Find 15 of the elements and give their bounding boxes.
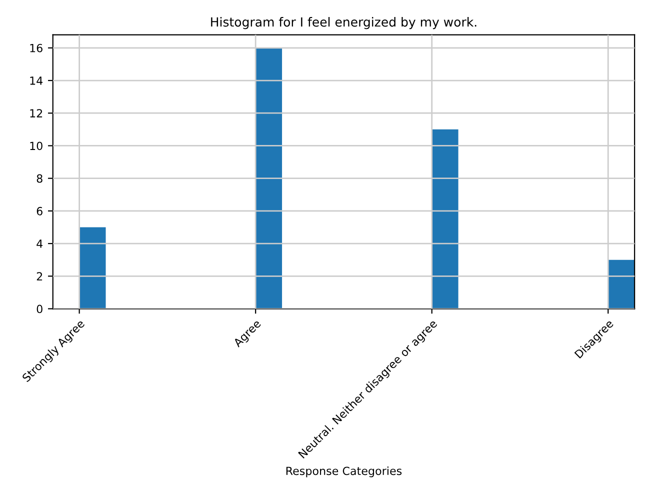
chart-title: Histogram for I feel energized by my work. — [211, 17, 476, 30]
y-tick-label: 12 — [30, 109, 42, 118]
x-axis-title: Response Categories — [286, 466, 402, 478]
bar — [608, 260, 635, 309]
y-tick-label: 10 — [30, 142, 42, 150]
y-tick-label: 14 — [30, 76, 43, 85]
y-tick-label: 2 — [36, 272, 42, 280]
y-tick-label: 4 — [36, 240, 43, 248]
y-tick-label: 6 — [36, 206, 42, 216]
y-tick-label: 0 — [36, 304, 42, 314]
y-tick-label: 8 — [36, 174, 42, 183]
y-tick-label: 16 — [30, 44, 42, 52]
bar — [79, 227, 106, 309]
bar — [432, 129, 458, 309]
bar — [256, 48, 282, 309]
